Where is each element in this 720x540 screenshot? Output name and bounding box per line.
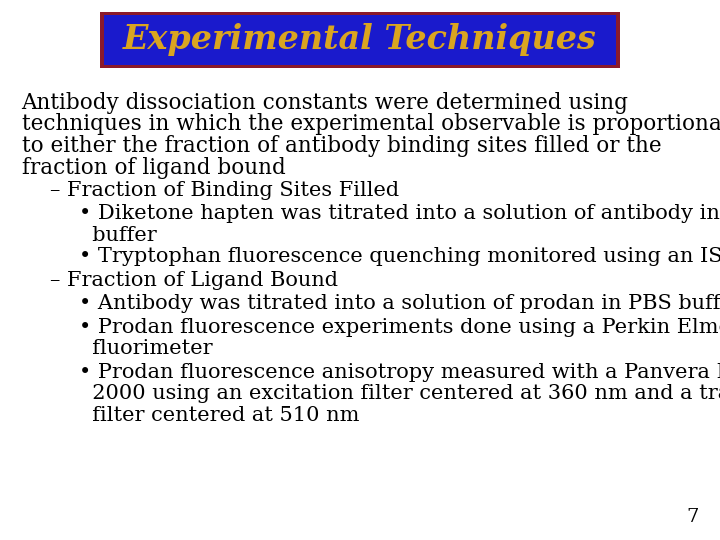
Text: – Fraction of Binding Sites Filled: – Fraction of Binding Sites Filled bbox=[50, 181, 400, 200]
Text: – Fraction of Ligand Bound: – Fraction of Ligand Bound bbox=[50, 271, 338, 290]
Text: • Prodan fluorescence anisotropy measured with a Panvera Beacon: • Prodan fluorescence anisotropy measure… bbox=[79, 363, 720, 382]
Text: buffer: buffer bbox=[79, 226, 157, 245]
Text: techniques in which the experimental observable is proportional: techniques in which the experimental obs… bbox=[22, 113, 720, 136]
Text: fraction of ligand bound: fraction of ligand bound bbox=[22, 157, 285, 179]
Text: Experimental Techniques: Experimental Techniques bbox=[123, 23, 597, 57]
Text: • Tryptophan fluorescence quenching monitored using an ISS K2: • Tryptophan fluorescence quenching moni… bbox=[79, 247, 720, 266]
Text: 2000 using an excitation filter centered at 360 nm and a transmission: 2000 using an excitation filter centered… bbox=[79, 384, 720, 403]
Bar bbox=[100, 12, 620, 68]
Text: Antibody dissociation constants were determined using: Antibody dissociation constants were det… bbox=[22, 92, 629, 114]
Text: • Prodan fluorescence experiments done using a Perkin Elmer LS50B: • Prodan fluorescence experiments done u… bbox=[79, 318, 720, 336]
Bar bbox=[104, 15, 616, 65]
Text: 7: 7 bbox=[686, 509, 698, 526]
Text: • Antibody was titrated into a solution of prodan in PBS buffer: • Antibody was titrated into a solution … bbox=[79, 294, 720, 313]
Text: filter centered at 510 nm: filter centered at 510 nm bbox=[79, 406, 360, 425]
Text: fluorimeter: fluorimeter bbox=[79, 339, 213, 358]
Text: • Diketone hapten was titrated into a solution of antibody in PBS: • Diketone hapten was titrated into a so… bbox=[79, 204, 720, 223]
Text: to either the fraction of antibody binding sites filled or the: to either the fraction of antibody bindi… bbox=[22, 135, 661, 157]
